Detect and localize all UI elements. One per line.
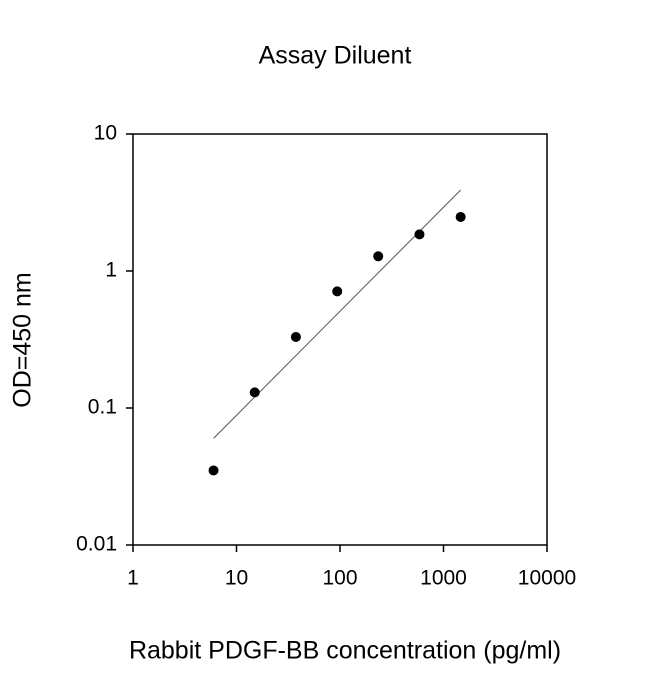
y-tick-label: 1 [105, 259, 117, 282]
data-point [373, 251, 384, 262]
data-point [249, 387, 260, 398]
data-point [332, 286, 343, 297]
chart-title: Assay Diluent [259, 42, 412, 70]
y-tick-label: 0.01 [76, 533, 117, 556]
x-tick-label: 10000 [518, 567, 576, 590]
data-point [290, 331, 301, 342]
x-axis-title: Rabbit PDGF-BB concentration (pg/ml) [129, 637, 561, 665]
data-point [208, 465, 219, 476]
y-tick-label: 0.1 [88, 396, 117, 419]
data-point [414, 229, 425, 240]
x-tick-label: 10 [225, 567, 248, 590]
x-tick-label: 1 [127, 567, 139, 590]
y-axis-title: OD=450 nm [9, 272, 37, 408]
y-tick-label: 10 [94, 122, 117, 145]
x-tick-label: 1000 [420, 567, 467, 590]
x-tick-label: 100 [322, 567, 357, 590]
data-point [455, 211, 466, 222]
